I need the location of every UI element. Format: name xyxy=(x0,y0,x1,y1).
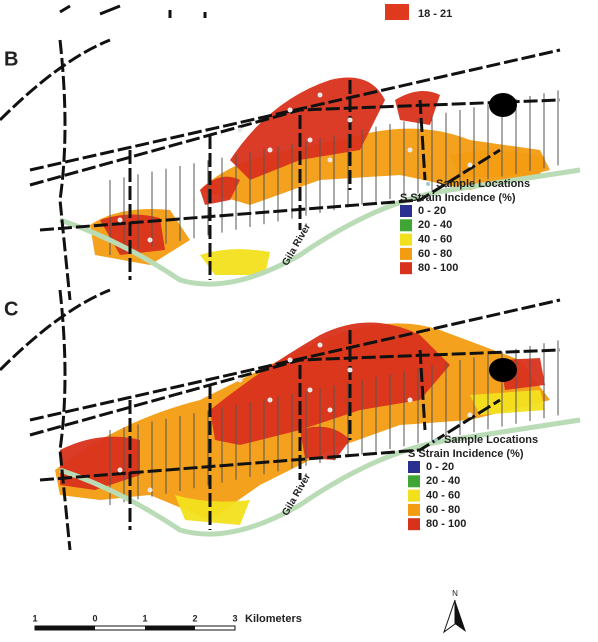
scale-bar-segment xyxy=(145,626,195,630)
sample-location xyxy=(308,388,313,393)
north-label: N xyxy=(452,589,458,598)
sample-location xyxy=(468,413,473,418)
top-legend-swatch xyxy=(385,4,409,20)
legend-subtitle: S Strain Incidence (%) xyxy=(408,448,524,460)
panel-label: C xyxy=(4,298,18,320)
north-arrow xyxy=(444,600,455,632)
legend-swatch xyxy=(408,490,420,502)
sample-location xyxy=(288,108,293,113)
legend-label: 60 - 80 xyxy=(418,248,452,260)
top-legend-label: 18 - 21 xyxy=(418,8,452,20)
scale-tick-label: 3 xyxy=(232,613,237,623)
scale-tick-label: 1 xyxy=(142,613,147,623)
legend-label: 40 - 60 xyxy=(426,490,460,502)
north-arrow xyxy=(455,600,466,632)
legend-label: 20 - 40 xyxy=(426,475,460,487)
legend-swatch xyxy=(400,219,412,231)
scale-tick-label: 0 xyxy=(92,613,97,623)
map-panel: B Gila River Sample Locations S Strain Inci… xyxy=(0,40,580,300)
sample-location xyxy=(308,138,313,143)
sample-location xyxy=(118,468,123,473)
sample-location xyxy=(468,163,473,168)
incidence-area xyxy=(200,177,240,205)
sample-location xyxy=(328,158,333,163)
legend-sample-marker xyxy=(434,438,438,442)
scale-tick-label: 2 xyxy=(192,613,197,623)
legend-swatch xyxy=(400,234,412,246)
sample-location xyxy=(328,408,333,413)
scale-bar-segment xyxy=(35,626,95,630)
sample-location xyxy=(348,118,353,123)
river-label: Gila River xyxy=(280,472,313,518)
legend-swatch xyxy=(408,518,420,530)
map-figure: 18 - 21 B Gila River Sample Locations S Str… xyxy=(0,0,598,642)
sample-location xyxy=(148,238,153,243)
scale-unit: Kilometers xyxy=(245,613,302,625)
legend-label: 80 - 100 xyxy=(426,518,466,530)
legend-label: 0 - 20 xyxy=(426,461,454,473)
top-map-fragment xyxy=(60,6,205,18)
legend-title: Sample Locations xyxy=(444,434,538,446)
legend-label: 60 - 80 xyxy=(426,504,460,516)
legend-label: 40 - 60 xyxy=(418,234,452,246)
sample-location xyxy=(118,218,123,223)
sample-location xyxy=(268,398,273,403)
map-panel: C Gila River Sample Locations S Strain Inci… xyxy=(0,290,580,550)
legend-swatch xyxy=(400,205,412,217)
scale-tick-label: 1 xyxy=(32,613,37,623)
sample-location xyxy=(238,378,243,383)
sample-location xyxy=(408,398,413,403)
legend-subtitle: S Strain Incidence (%) xyxy=(400,192,516,204)
sample-location xyxy=(268,148,273,153)
legend-title: Sample Locations xyxy=(436,178,530,190)
sample-location xyxy=(318,93,323,98)
river-label: Gila River xyxy=(280,222,313,268)
legend-sample-marker xyxy=(426,182,430,186)
legend-label: 0 - 20 xyxy=(418,205,446,217)
landmark xyxy=(489,358,517,382)
highway xyxy=(60,290,70,550)
highway xyxy=(60,40,70,300)
sample-location xyxy=(148,488,153,493)
legend-swatch xyxy=(400,262,412,274)
sample-location xyxy=(288,358,293,363)
legend-swatch xyxy=(408,504,420,516)
landmark xyxy=(489,93,517,117)
legend-swatch xyxy=(408,461,420,473)
sample-location xyxy=(408,148,413,153)
sample-location xyxy=(348,368,353,373)
panel-label: B xyxy=(4,48,18,70)
sample-location xyxy=(238,128,243,133)
legend-swatch xyxy=(400,248,412,260)
legend-swatch xyxy=(408,475,420,487)
legend-label: 20 - 40 xyxy=(418,219,452,231)
sample-location xyxy=(318,343,323,348)
legend-label: 80 - 100 xyxy=(418,262,458,274)
